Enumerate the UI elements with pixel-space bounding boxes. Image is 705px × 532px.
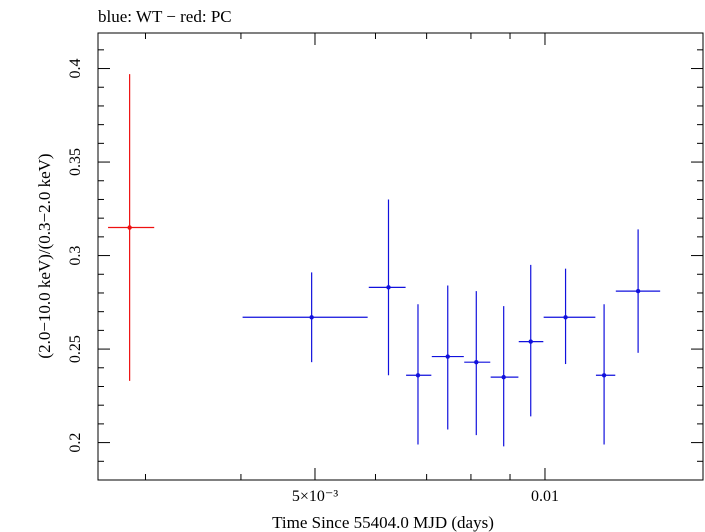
y-tick-label: 0.3 [67,246,84,266]
data-point [416,373,420,377]
data-point [446,354,450,358]
data-point [602,373,606,377]
series-pc [108,74,154,381]
axis-ticks [98,33,703,480]
axis-tick-labels: 5×10⁻³ 0.01 0.2 0.25 0.3 0.35 0.4 [67,59,559,505]
chart-title: blue: WT − red: PC [98,7,232,26]
data-point [309,315,313,319]
data-point [636,289,640,293]
y-axis-label: (2.0−10.0 keV)/(0.3−2.0 keV) [35,153,54,358]
y-tick-label: 0.35 [67,148,84,176]
data-point [474,360,478,364]
data-point [529,339,533,343]
data-marks [108,74,660,446]
data-point [127,225,131,229]
y-tick-label: 0.25 [67,335,84,363]
data-point [386,285,390,289]
y-tick-label: 0.2 [67,433,84,453]
data-point [563,315,567,319]
y-tick-label: 0.4 [67,59,84,79]
series-wt [243,199,661,446]
data-point [501,375,505,379]
plot-frame [98,33,703,480]
x-tick-label: 0.01 [531,488,559,505]
x-tick-label: 5×10⁻³ [292,488,338,505]
chart: blue: WT − red: PC 5×10⁻³ 0.01 0.2 0.25 0.3 0… [0,0,705,532]
x-axis-label: Time Since 55404.0 MJD (days) [272,513,494,532]
